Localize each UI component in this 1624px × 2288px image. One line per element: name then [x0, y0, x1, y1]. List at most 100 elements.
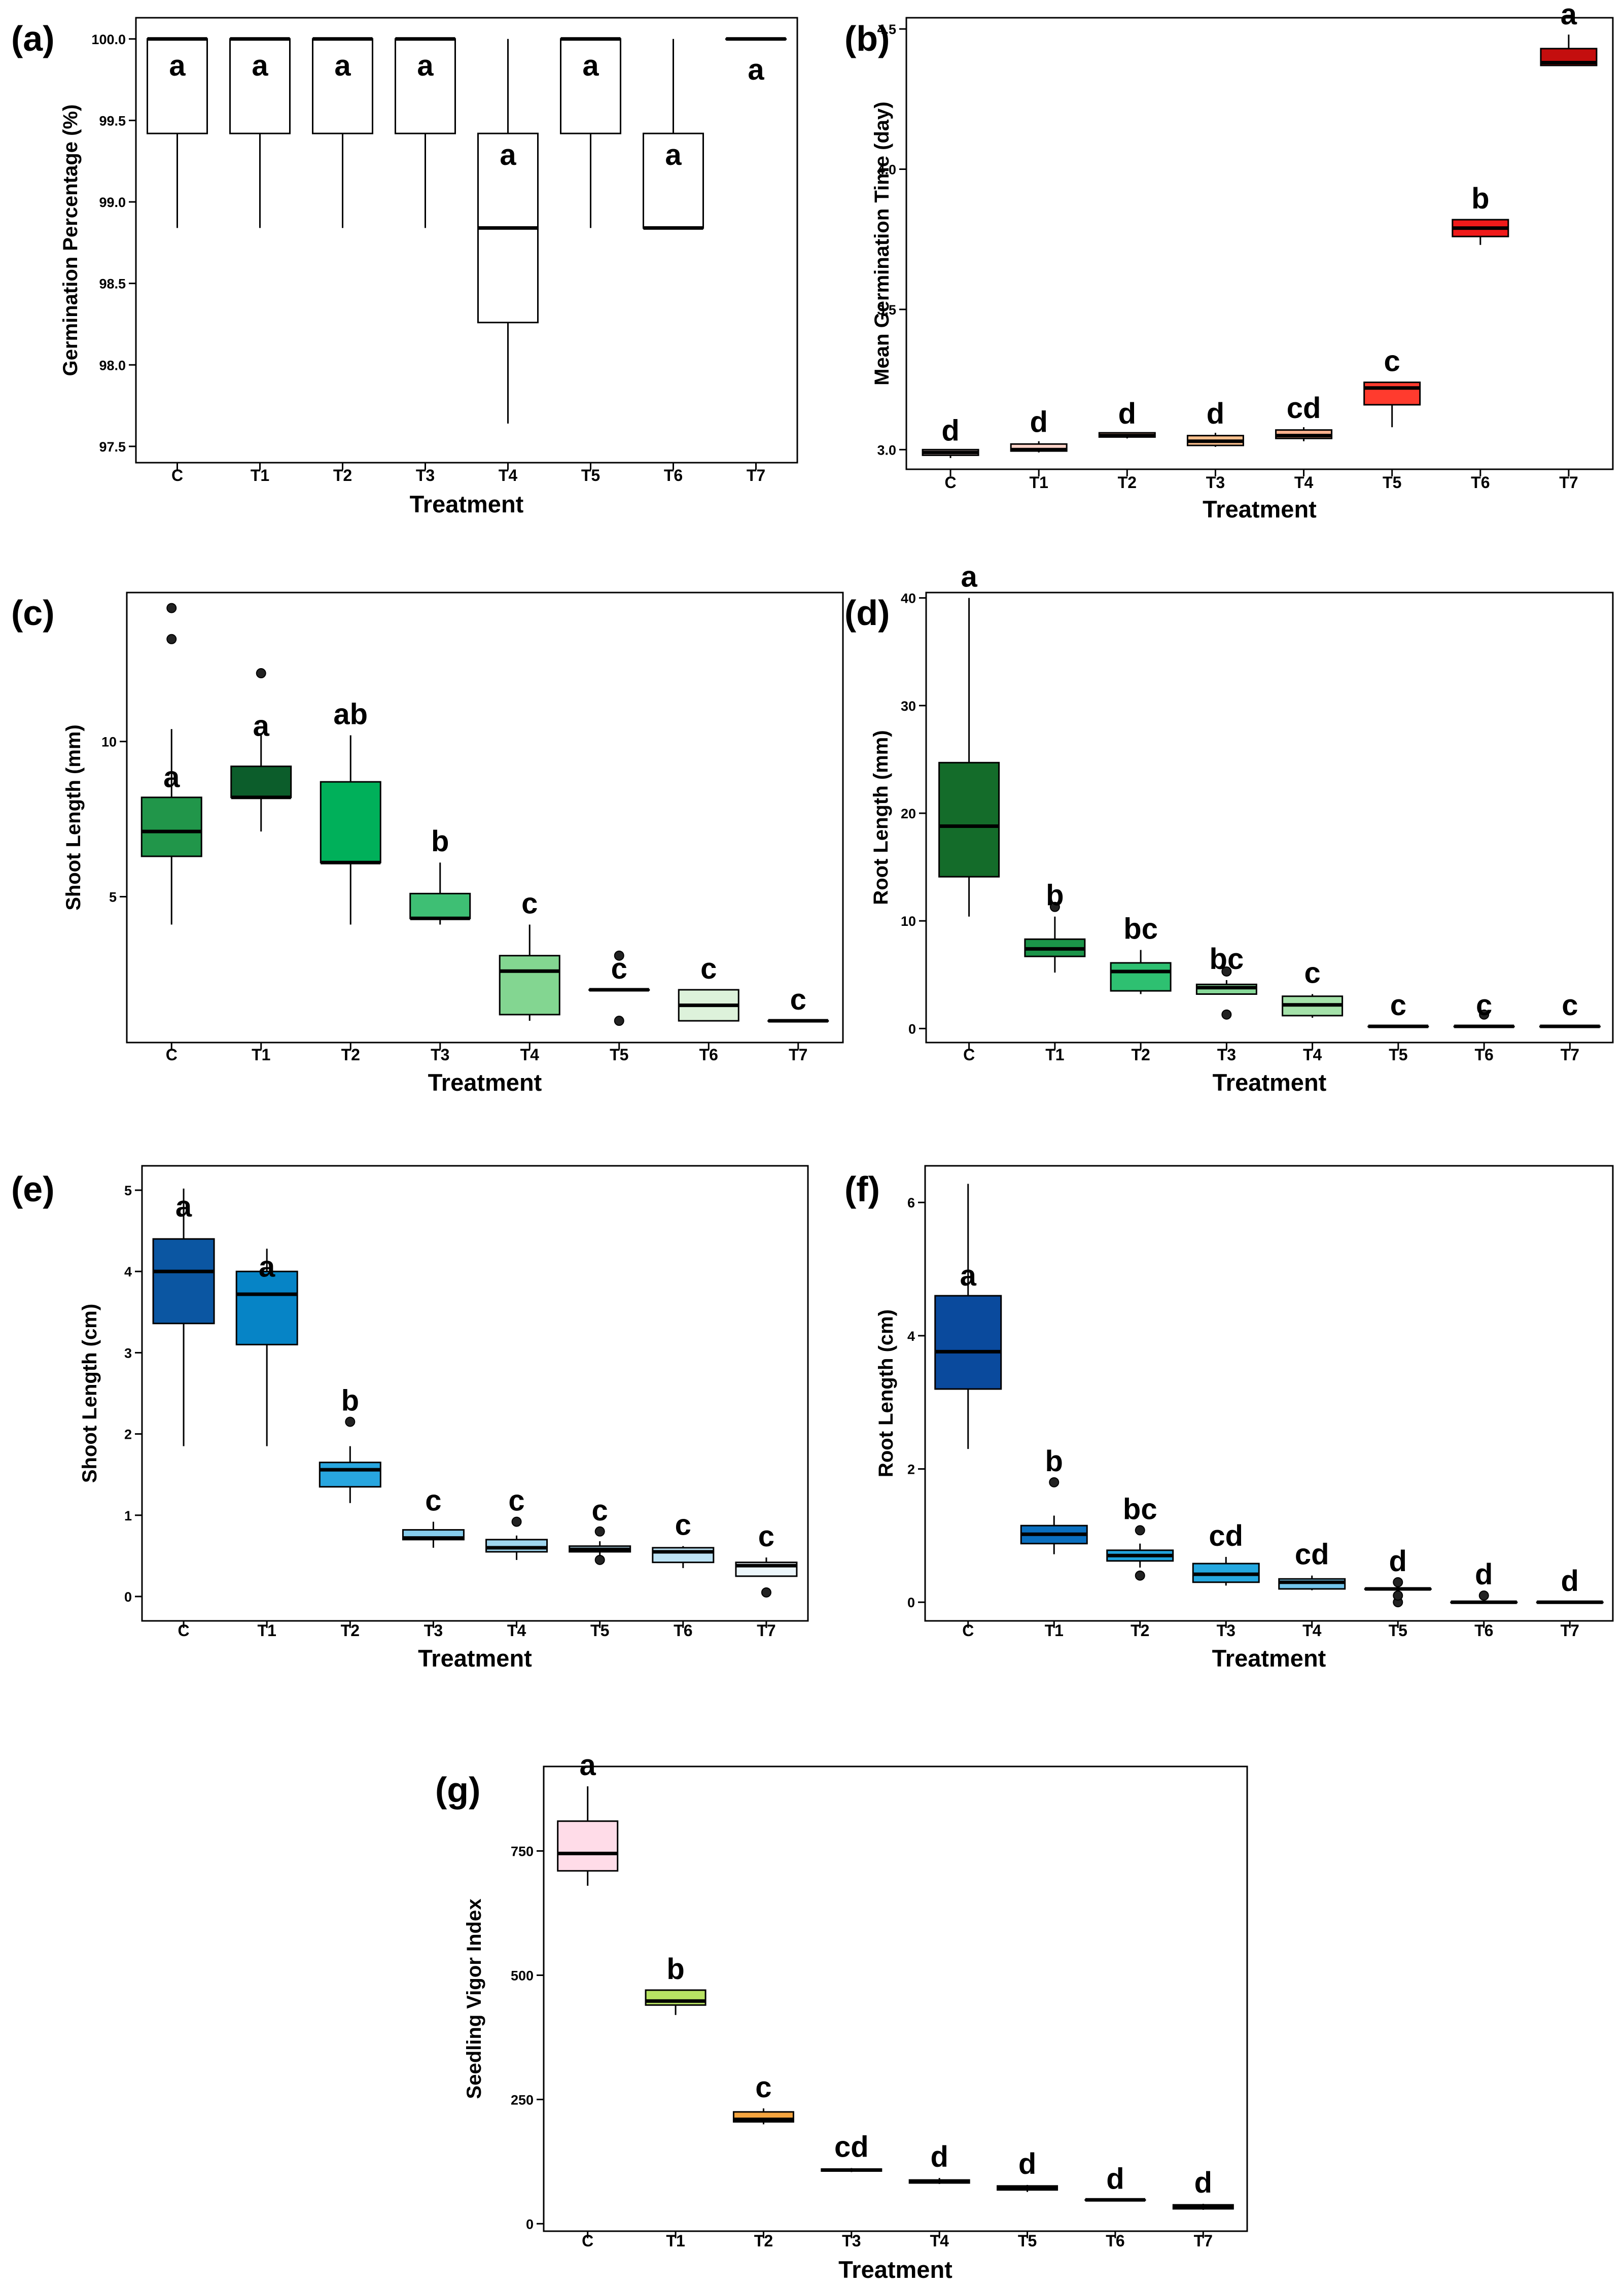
box-T4: c — [485, 1484, 548, 1560]
y-tick-label: 1 — [124, 1508, 132, 1523]
y-tick-label: 3.5 — [877, 302, 896, 318]
box-T4: c — [1282, 957, 1344, 1018]
significance-letter: c — [700, 952, 717, 985]
plot-frame — [135, 17, 798, 464]
plot-frame — [925, 592, 1614, 1044]
box-T2: c — [732, 2071, 794, 2125]
box-T2: bc — [1110, 913, 1172, 994]
significance-letter: c — [1562, 989, 1578, 1022]
y-tick-label: 3.0 — [877, 442, 896, 458]
outlier-point — [1393, 1577, 1403, 1587]
box-T1: b — [1024, 879, 1086, 973]
significance-letter: c — [790, 983, 806, 1016]
y-tick-label: 97.5 — [99, 439, 126, 455]
x-tick-label: T7 — [757, 1621, 775, 1640]
panel-label: (e) — [11, 1169, 55, 1209]
outlier-point — [1135, 1570, 1145, 1581]
significance-letter: a — [500, 138, 516, 171]
y-tick-label: 2 — [124, 1427, 132, 1442]
significance-letter: c — [675, 1509, 691, 1542]
significance-letter: c — [1476, 989, 1492, 1022]
x-tick-label: T6 — [1474, 1046, 1493, 1064]
significance-letter: cd — [1295, 1538, 1329, 1571]
box-T4: cd — [1275, 392, 1333, 441]
outlier-point — [166, 634, 177, 644]
box-T3: bc — [1195, 943, 1257, 1020]
x-tick-label: T2 — [754, 2232, 773, 2250]
x-tick-label: T5 — [1018, 2232, 1037, 2250]
y-tick-label: 100.0 — [91, 32, 126, 47]
x-tick-label: T5 — [590, 1621, 609, 1640]
box — [499, 955, 560, 1016]
x-axis-title: Treatment — [1213, 1069, 1327, 1096]
x-tick-label: T4 — [499, 466, 518, 484]
box — [230, 766, 292, 799]
plot-frame — [905, 17, 1614, 470]
significance-letter: a — [175, 1190, 192, 1223]
x-tick-label: T6 — [664, 466, 683, 484]
outlier-point — [614, 950, 624, 961]
y-tick-label: 0 — [124, 1589, 132, 1605]
x-tick-label: T1 — [258, 1621, 276, 1640]
box-T1: a — [229, 37, 291, 228]
x-tick-label: T7 — [747, 466, 765, 484]
box-T6: c — [652, 1509, 715, 1568]
box — [140, 796, 202, 857]
box-T1: b — [1020, 1445, 1088, 1554]
significance-letter: b — [666, 1953, 684, 1986]
x-axis-title: Treatment — [410, 491, 524, 517]
box-T2: d — [1098, 397, 1156, 439]
y-tick-label: 3 — [124, 1345, 132, 1361]
box-T4: cd — [1278, 1538, 1346, 1590]
box-T5: c — [569, 1494, 631, 1565]
x-tick-label: C — [178, 1621, 190, 1640]
box-T6: c — [678, 952, 739, 1022]
box-C: a — [147, 37, 208, 228]
outlier-point — [345, 1416, 356, 1427]
box — [934, 1295, 1002, 1390]
outlier-point — [594, 1526, 605, 1537]
significance-letter: c — [1384, 345, 1400, 378]
outlier-point — [761, 1587, 771, 1598]
box — [409, 892, 471, 919]
y-tick-label: 250 — [511, 2092, 534, 2107]
y-axis-title: Shoot Length (cm) — [79, 1304, 101, 1483]
x-tick-label: T2 — [341, 1046, 360, 1064]
box — [235, 1270, 298, 1345]
box-T7: c — [735, 1520, 798, 1598]
x-tick-label: T5 — [1389, 1046, 1407, 1064]
x-tick-label: T2 — [1131, 1046, 1150, 1064]
significance-letter: c — [755, 2071, 771, 2104]
significance-letter: d — [1561, 1565, 1579, 1598]
box — [312, 38, 373, 134]
box — [557, 1820, 619, 1872]
y-axis-title: Mean Germination Time (day) — [871, 101, 893, 385]
y-tick-label: 4.5 — [877, 22, 896, 37]
significance-letter: c — [592, 1494, 608, 1527]
outlier-point — [166, 603, 177, 613]
panel-label: (g) — [435, 1770, 480, 1810]
x-tick-label: T6 — [674, 1621, 692, 1640]
x-tick-label: C — [171, 466, 183, 484]
x-tick-label: T4 — [507, 1621, 526, 1640]
significance-letter: c — [611, 952, 627, 985]
box-T3: cd — [1192, 1519, 1260, 1586]
y-tick-label: 6 — [907, 1195, 915, 1210]
box-T7: c — [767, 983, 829, 1023]
outlier-point — [614, 1016, 624, 1026]
box-T1: d — [1010, 406, 1068, 453]
panel-label: (c) — [11, 593, 55, 633]
box-T7: a — [1540, 0, 1598, 66]
y-tick-label: 0 — [526, 2216, 534, 2232]
box-T5: c — [1363, 345, 1421, 428]
x-tick-label: T4 — [1302, 1621, 1322, 1640]
box-C: a — [934, 1184, 1002, 1449]
significance-letter: b — [341, 1384, 359, 1417]
box-T7: c — [1539, 989, 1601, 1028]
y-tick-label: 2 — [907, 1462, 915, 1477]
significance-letter: bc — [1123, 913, 1158, 946]
plot-frame — [141, 1165, 809, 1622]
significance-letter: a — [163, 761, 180, 794]
outlier-point — [511, 1516, 522, 1527]
box-T6: b — [1452, 182, 1509, 245]
